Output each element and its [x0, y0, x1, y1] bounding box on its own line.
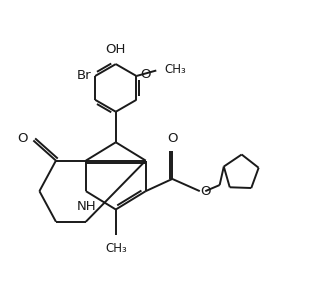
Text: OH: OH — [106, 43, 126, 55]
Text: O: O — [140, 68, 150, 81]
Text: O: O — [168, 132, 178, 145]
Text: CH₃: CH₃ — [165, 63, 187, 76]
Text: O: O — [201, 185, 211, 198]
Text: NH: NH — [77, 200, 97, 213]
Text: O: O — [17, 132, 28, 145]
Text: Br: Br — [77, 69, 91, 83]
Text: CH₃: CH₃ — [105, 242, 127, 255]
